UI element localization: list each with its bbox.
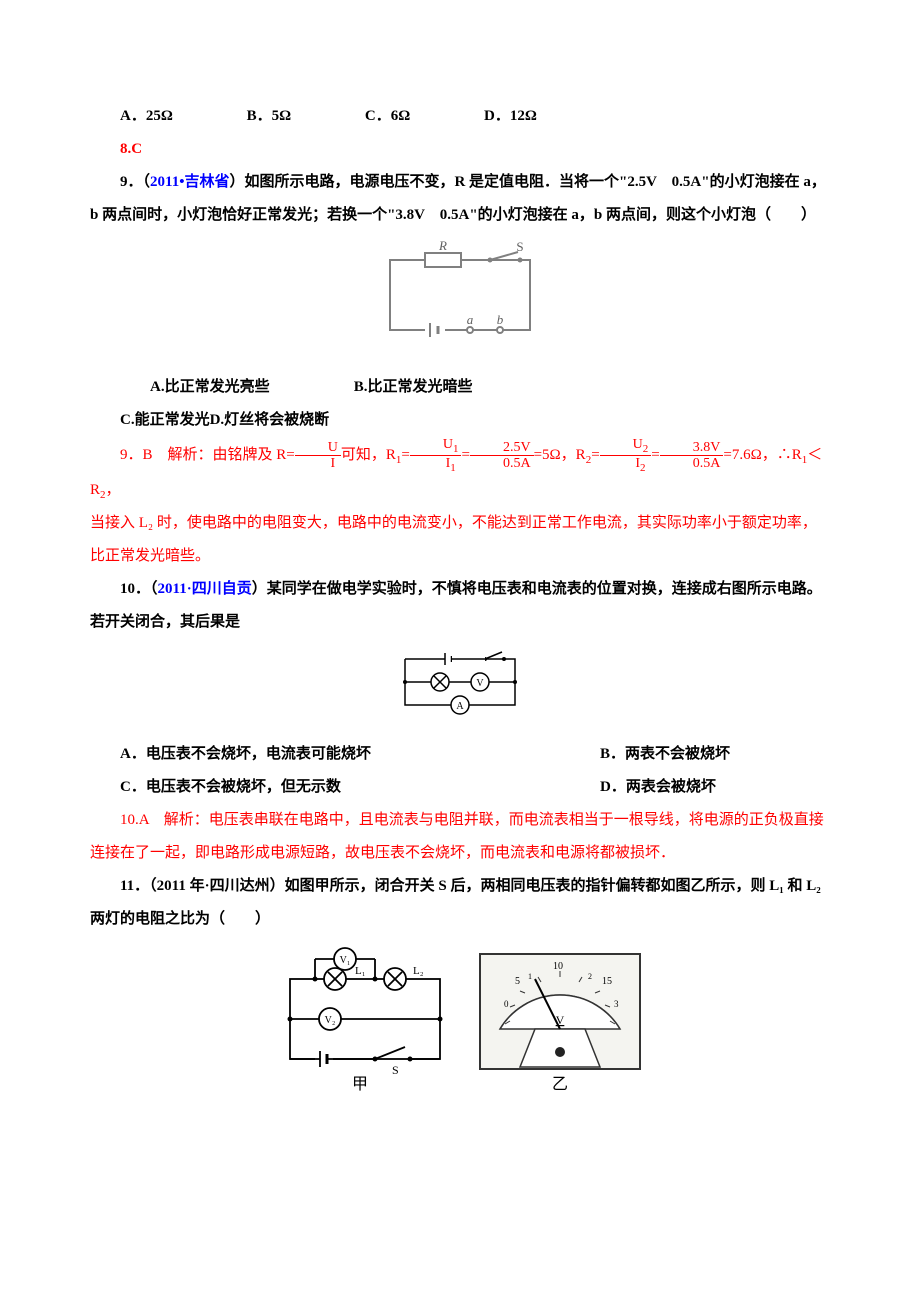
- svg-text:a: a: [467, 312, 474, 327]
- svg-text:V₂: V₂: [325, 1015, 336, 1026]
- circuit-meter-icon: V₁ L₁ L₂ V₂: [270, 944, 650, 1094]
- svg-text:1: 1: [528, 972, 532, 981]
- q10-opt-d: D．两表会被烧坏: [600, 771, 830, 804]
- svg-text:0: 0: [504, 999, 509, 1009]
- svg-text:10: 10: [553, 961, 563, 972]
- svg-text:S: S: [392, 1063, 399, 1077]
- q9-sol-pre: 9．B 解析：由铭牌及 R=: [120, 447, 295, 463]
- circuit-icon: R S a b: [370, 240, 550, 350]
- q8-opt-b: B．5Ω: [247, 108, 292, 124]
- frac-R: UI: [295, 440, 341, 472]
- frac-25-05: 2.5V0.5A: [470, 440, 534, 472]
- q9-circuit-diagram: R S a b: [90, 240, 830, 363]
- q11-diagrams: V₁ L₁ L₂ V₂: [90, 944, 830, 1107]
- q10-opt-b: B．两表不会被烧坏: [600, 738, 830, 771]
- q10-source: 2011·四川自贡: [158, 581, 252, 597]
- q9-opt-a: A.比正常发光亮些: [120, 371, 350, 404]
- q9-stem: 9．（2011•吉林省）如图所示电路，电源电压不变，R 是定值电阻．当将一个"2…: [90, 166, 830, 232]
- page-content: A．25Ω B．5Ω C．6Ω D．12Ω 8.C 9．（2011•吉林省）如图…: [0, 0, 920, 1175]
- q9-stem-1: 9．（: [120, 174, 150, 190]
- circuit-icon: V A: [390, 647, 530, 717]
- q11-stem: 11．（2011 年·四川达州）如图甲所示，闭合开关 S 后，两相同电压表的指针…: [90, 870, 830, 936]
- frac-U2I2: U2I2: [600, 437, 652, 474]
- svg-text:V: V: [476, 678, 484, 689]
- q10-opt-a: A．电压表不会烧坏，电流表可能烧坏: [120, 738, 371, 771]
- svg-text:V: V: [556, 1013, 565, 1027]
- q9-options-row2: C.能正常发光D.灯丝将会被烧断: [90, 404, 830, 437]
- q9-sol-mid1: 可知，R: [341, 447, 396, 463]
- q10-options-row2: C．电压表不会被烧坏，但无示数 D．两表会被烧坏: [90, 771, 830, 804]
- svg-text:A: A: [456, 701, 464, 712]
- q8-answer: 8.C: [90, 133, 830, 166]
- q10-opt-c: C．电压表不会被烧坏，但无示数: [120, 771, 341, 804]
- svg-text:5: 5: [515, 976, 520, 987]
- frac-U1I1: U1I1: [410, 437, 462, 474]
- q8-options: A．25Ω B．5Ω C．6Ω D．12Ω: [90, 100, 830, 133]
- frac-38-05: 3.8V0.5A: [660, 440, 724, 472]
- svg-text:V₁: V₁: [340, 955, 351, 966]
- q10-circuit-diagram: V A: [90, 647, 830, 730]
- svg-text:3: 3: [614, 999, 619, 1009]
- q9-options-row1: A.比正常发光亮些 B.比正常发光暗些: [90, 371, 830, 404]
- q10-stem-1: 10．（: [120, 581, 158, 597]
- q9-solution-line1: 9．B 解析：由铭牌及 R=UI可知，R1=U1I1=2.5V0.5A=5Ω，R…: [90, 437, 830, 507]
- svg-text:甲: 甲: [352, 1076, 368, 1093]
- svg-text:L₁: L₁: [355, 965, 366, 977]
- q9-solution-line2: 当接入 L₂ 时，使电路中的电阻变大，电路中的电流变小，不能达到正常工作电流，其…: [90, 507, 830, 573]
- q9-opt-b: B.比正常发光暗些: [354, 379, 473, 395]
- q8-opt-d: D．12Ω: [484, 108, 537, 124]
- svg-text:S: S: [516, 240, 523, 254]
- q10-options-row1: A．电压表不会烧坏，电流表可能烧坏 B．两表不会被烧坏: [90, 738, 830, 771]
- svg-text:15: 15: [602, 976, 612, 987]
- q10-solution: 10.A 解析：电压表串联在电路中，且电流表与电阻并联，而电流表相当于一根导线，…: [90, 804, 830, 870]
- svg-text:R: R: [438, 240, 447, 253]
- svg-text:L₂: L₂: [413, 965, 424, 977]
- svg-text:b: b: [497, 312, 504, 327]
- svg-text:2: 2: [588, 972, 592, 981]
- q9-source: 2011•吉林省: [150, 174, 229, 190]
- q8-opt-a: A．25Ω: [120, 108, 173, 124]
- q10-stem: 10．（2011·四川自贡）某同学在做电学实验时，不慎将电压表和电流表的位置对换…: [90, 573, 830, 639]
- svg-text:乙: 乙: [552, 1076, 568, 1093]
- q8-opt-c: C．6Ω: [365, 108, 410, 124]
